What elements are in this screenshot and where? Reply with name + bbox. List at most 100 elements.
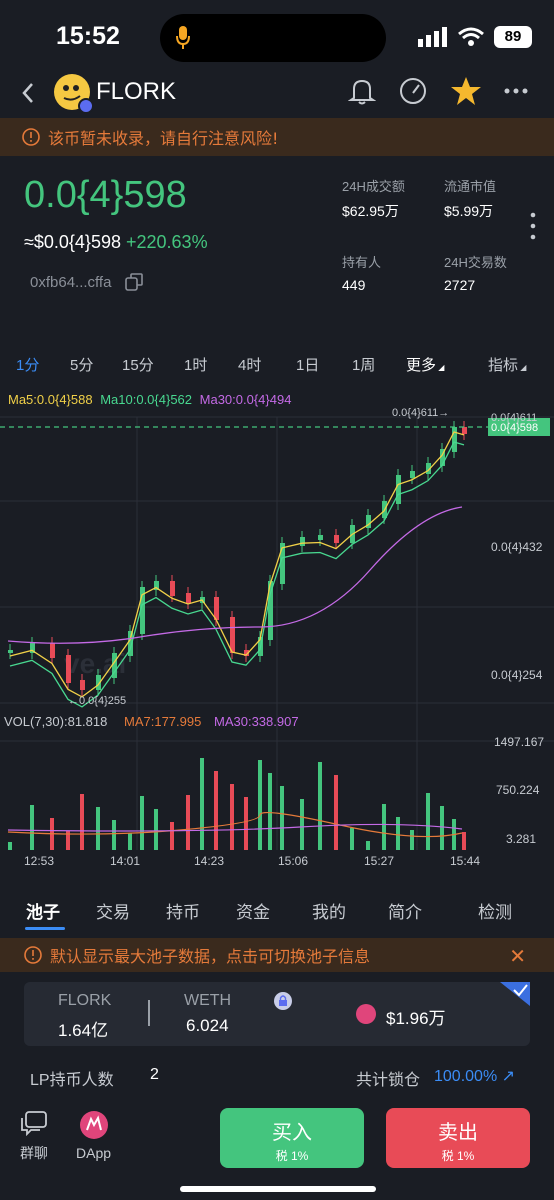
interval-15m[interactable]: 15分: [122, 357, 154, 374]
candle: [244, 650, 249, 656]
back-arrow-icon[interactable]: [18, 78, 38, 108]
lp-holders-count: 2: [150, 1066, 159, 1083]
tab-mine[interactable]: 我的: [312, 903, 346, 923]
interval-4h[interactable]: 4时: [238, 357, 262, 374]
interval-more-label: 更多: [406, 357, 437, 374]
candlestick-chart[interactable]: ve.ai 0.0{4}598 0.0{4}611 0.0{4}432 0.0{…: [0, 405, 554, 875]
candle: [462, 427, 467, 434]
interval-1d[interactable]: 1日: [296, 357, 320, 374]
more-horizontal-icon[interactable]: [504, 76, 528, 106]
candle: [396, 475, 401, 504]
x-label-2: 14:23: [194, 854, 224, 868]
vol-y-label-low: 3.281: [506, 832, 536, 846]
volume-bar: [112, 820, 116, 850]
pool-info-banner[interactable]: 默认显示最大池子数据，点击可切换池子信息 ✕: [0, 938, 554, 972]
status-bar: 15:52 89: [0, 0, 554, 72]
close-icon[interactable]: ✕: [509, 944, 526, 968]
y-label-mid: 0.0{4}432: [491, 540, 543, 554]
volume-bar: [66, 831, 70, 850]
candle: [452, 427, 457, 452]
volume-bar: [8, 842, 12, 850]
warning-circle-icon: [24, 946, 42, 964]
candle: [214, 597, 219, 620]
cellular-signal-icon: [418, 27, 447, 47]
lock-icon: [274, 992, 292, 1010]
tab-intro[interactable]: 简介: [388, 903, 422, 923]
chat-bubbles-icon: [21, 1111, 47, 1137]
locked-value[interactable]: 100.00% ↗: [434, 1066, 515, 1086]
contract-address: 0xfb64...cffa: [30, 273, 112, 291]
locked-label: 共计锁仓: [356, 1072, 421, 1089]
pool-token-b: WETH: [184, 992, 232, 1009]
tab-pool[interactable]: 池子: [26, 903, 60, 923]
current-price-tag: [488, 418, 550, 436]
speedometer-icon[interactable]: [398, 76, 428, 106]
low-annotation: ←0.0{4}255: [68, 695, 126, 707]
ma5-value: Ma5:0.0{4}588: [8, 392, 93, 407]
wifi-icon: [458, 27, 484, 46]
dapp-button[interactable]: DApp: [76, 1110, 111, 1161]
candle: [128, 631, 133, 656]
interval-1m[interactable]: 1分: [16, 357, 40, 374]
lp-holders-label: LP持币人数: [30, 1072, 114, 1089]
indicator-button[interactable]: 指标 ◢: [488, 354, 526, 375]
volume-bar: [244, 797, 248, 850]
sell-button[interactable]: 卖出 税 1%: [386, 1108, 530, 1168]
candle: [50, 643, 55, 658]
interval-more[interactable]: 更多 ◢: [406, 354, 444, 375]
buy-tax: 税 1%: [275, 1149, 309, 1163]
vol-y-label-mid: 750.224: [496, 783, 540, 797]
warning-circle-icon: [22, 128, 40, 146]
bell-icon[interactable]: [348, 76, 376, 106]
volume-bar: [170, 822, 174, 850]
ma-lines-group: [7, 431, 465, 838]
volume-bar: [258, 760, 262, 850]
chart-grid: [0, 416, 554, 850]
vol-ma30-line: [7, 823, 463, 832]
interval-5m[interactable]: 5分: [70, 357, 94, 374]
more-vertical-icon[interactable]: [530, 212, 536, 240]
y-label-high: 0.0{4}611: [491, 412, 537, 424]
candle: [96, 675, 101, 690]
dapp-label: DApp: [76, 1145, 112, 1161]
volume-bar: [80, 794, 84, 850]
usd-price-row: ≈$0.0{4}598 +220.63%: [24, 232, 208, 253]
detail-tabs: 池子 交易 持币 资金 我的 简介 检测: [0, 894, 554, 936]
vol-label: VOL(7,30):81.818: [4, 714, 107, 729]
group-chat-label: 群聊: [20, 1145, 48, 1161]
pool-card[interactable]: FLORK 1.64亿 WETH 6.024 $1.96万: [24, 982, 530, 1046]
pool-info-text: 默认显示最大池子数据，点击可切换池子信息: [50, 947, 371, 966]
ma5-line: [9, 431, 465, 698]
star-favorite-icon[interactable]: [450, 76, 482, 106]
copy-icon[interactable]: [125, 273, 144, 291]
candle: [80, 680, 85, 690]
pool-amount-a: 1.64亿: [58, 1021, 109, 1040]
tab-funds[interactable]: 资金: [236, 903, 270, 923]
candle: [186, 593, 191, 603]
ethereum-chain-icon: [78, 98, 94, 114]
sell-label: 卖出: [438, 1122, 478, 1144]
tab-holders[interactable]: 持币: [166, 903, 200, 923]
volume-bar: [300, 799, 304, 850]
stat-24h-transactions: 24H交易数 2727: [444, 255, 507, 293]
locked-percent: 100.00%: [434, 1068, 498, 1085]
volume-bar: [140, 796, 144, 850]
volume-bar: [426, 793, 430, 850]
candle: [440, 449, 445, 466]
interval-1w[interactable]: 1周: [352, 357, 376, 374]
ma10-value: Ma10:0.0{4}562: [100, 392, 193, 407]
candle: [66, 655, 71, 683]
interval-1h[interactable]: 1时: [184, 357, 208, 374]
candle: [318, 535, 323, 540]
candle: [280, 543, 285, 584]
tab-trades[interactable]: 交易: [96, 903, 130, 923]
buy-button[interactable]: 买入 税 1%: [220, 1108, 364, 1168]
usd-price: ≈$0.0{4}598: [24, 232, 121, 252]
volume-bar: [396, 817, 400, 850]
pool-tvl: $1.96万: [386, 1009, 446, 1028]
candle: [300, 537, 305, 546]
ma30-line: [7, 506, 463, 644]
group-chat-button[interactable]: 群聊: [20, 1110, 48, 1163]
volume-bar: [440, 806, 444, 850]
tab-check[interactable]: 检测: [478, 903, 512, 923]
